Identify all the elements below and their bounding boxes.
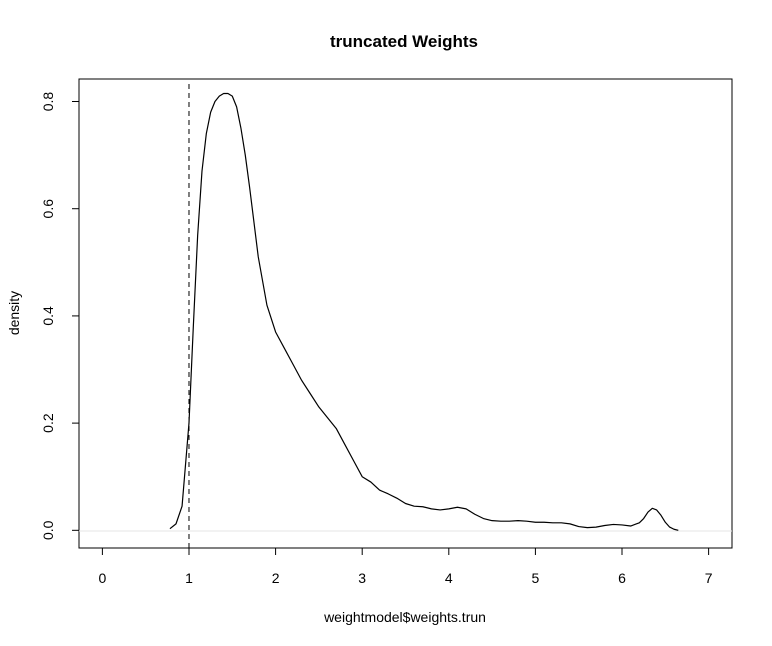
y-tick-label: 0.0 (40, 520, 56, 540)
y-tick-label: 0.6 (40, 199, 56, 219)
x-tick-label: 1 (185, 570, 193, 586)
y-tick-label: 0.4 (40, 306, 56, 326)
x-tick-label: 7 (705, 570, 713, 586)
x-tick-label: 5 (532, 570, 540, 586)
x-axis-label: weightmodel$weights.trun (323, 609, 486, 625)
x-tick-label: 3 (358, 570, 366, 586)
y-axis: 0.0 0.2 0.4 0.6 0.8 (40, 92, 80, 540)
x-tick-label: 0 (98, 570, 106, 586)
y-tick-label: 0.2 (40, 413, 56, 433)
y-tick-label: 0.8 (40, 92, 56, 112)
x-tick-label: 6 (618, 570, 626, 586)
x-tick-label: 4 (445, 570, 453, 586)
x-tick-label: 2 (272, 570, 280, 586)
density-curve-line (169, 92, 679, 531)
plot-frame (78, 78, 733, 549)
x-axis: 0 1 2 3 4 5 6 7 (98, 547, 713, 586)
chart-title: truncated Weights (330, 32, 478, 51)
y-axis-label: density (6, 291, 22, 335)
series-group (169, 92, 679, 531)
